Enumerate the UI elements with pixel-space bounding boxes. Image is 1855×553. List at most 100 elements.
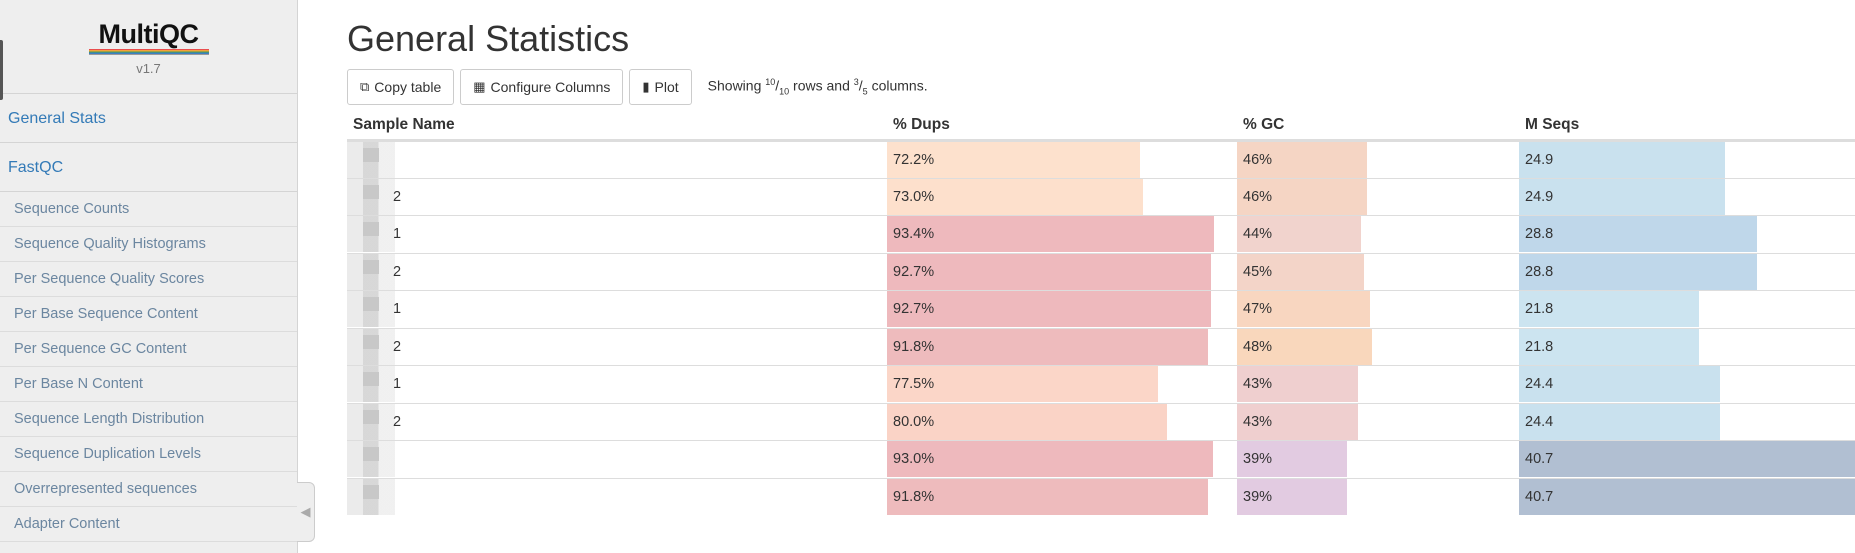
sidebar-item-general-stats[interactable]: General Stats (0, 94, 297, 143)
value-bar (887, 441, 1213, 478)
cell-value: 43% (1243, 413, 1273, 430)
sample-name-obscured: 1 (347, 366, 887, 403)
table-row: 1 77.5% 43% 24.4 (347, 365, 1855, 403)
sidebar-subitem[interactable]: Sequence Quality Histograms (0, 227, 297, 262)
general-stats-table: Sample Name % Dups % GC M Seqs 72.2% 46% 2… (347, 112, 1855, 516)
sidebar-subitem[interactable]: Sequence Duplication Levels (0, 437, 297, 472)
cell-value: 21.8 (1525, 301, 1554, 318)
bar-chart-icon: ▮ (642, 79, 650, 94)
pixelated-mask (363, 372, 379, 387)
grid-icon: ▦ (473, 79, 486, 94)
dups-cell: 91.8% (887, 477, 1237, 516)
dups-cell: 77.5% (887, 365, 1237, 403)
table-row: 1 93.4% 44% 28.8 (347, 215, 1855, 253)
sidebar-subitem[interactable]: Per Sequence Quality Scores (0, 262, 297, 297)
value-bar (887, 253, 1212, 290)
value-bar (1237, 441, 1347, 478)
pixelated-mask (363, 147, 379, 162)
table-row: 2 73.0% 46% 24.9 (347, 177, 1855, 216)
logo-area: MultiQC v1.7 (0, 0, 297, 94)
main-content: General Statistics ⧉ Copy table ▦ Config… (347, 0, 1855, 553)
value-bar (1519, 479, 1855, 515)
gc-cell: 46% (1237, 177, 1519, 216)
value-bar (1519, 141, 1725, 178)
clipboard-icon: ⧉ (360, 79, 370, 94)
chevron-left-icon: ◀ (300, 504, 311, 519)
sample-name-obscured: 2 (347, 178, 887, 215)
gc-cell: 39% (1237, 477, 1519, 516)
sample-name-obscured (347, 441, 887, 478)
sample-name-cell: 2 (347, 177, 887, 216)
table-body: 72.2% 46% 24.9 2 73.0% 46% 24.9 1 93.4% 44% 28.8 2 9… (347, 139, 1855, 516)
pixelated-mask (363, 447, 379, 462)
header-sample-name[interactable]: Sample Name (347, 112, 887, 142)
cell-value: 92.7% (893, 301, 935, 318)
rows-shown: 10 (765, 77, 776, 88)
value-bar (1519, 253, 1757, 290)
sidebar-collapse-handle[interactable]: ◀ (297, 482, 315, 542)
sample-name-cell (347, 139, 887, 178)
m-seqs-cell: 21.8 (1519, 327, 1855, 366)
sidebar-subitem[interactable]: Sequence Counts (0, 192, 297, 227)
value-bar (1237, 328, 1373, 365)
logo-stripes (88, 49, 209, 55)
value-bar (887, 291, 1212, 328)
left-edge-tab[interactable] (0, 40, 3, 100)
sidebar-subitem[interactable]: Adapter Content (0, 507, 297, 542)
cell-value: 40.7 (1525, 451, 1554, 468)
sample-name-cell: 2 (347, 252, 887, 291)
multiqc-logo[interactable]: MultiQC (98, 19, 199, 49)
cell-value: 24.4 (1525, 376, 1554, 393)
header-gc[interactable]: % GC (1237, 112, 1519, 142)
cell-value: 44% (1243, 226, 1273, 243)
cell-value: 24.4 (1525, 413, 1554, 430)
sample-name-cell: 2 (347, 402, 887, 441)
sample-name-suffix: 1 (393, 301, 402, 318)
gc-cell: 46% (1237, 139, 1519, 178)
cell-value: 39% (1243, 451, 1273, 468)
gc-cell: 47% (1237, 290, 1519, 328)
m-seqs-cell: 24.4 (1519, 402, 1855, 441)
sample-name-cell: 1 (347, 365, 887, 403)
rows-word: rows and (789, 77, 854, 94)
sidebar-subitem[interactable]: Per Base Sequence Content (0, 297, 297, 332)
value-bar (887, 141, 1140, 178)
sidebar-subitem[interactable]: Overrepresented sequences (0, 472, 297, 507)
copy-table-button[interactable]: ⧉ Copy table (347, 69, 455, 105)
sample-name-obscured: 2 (347, 403, 887, 440)
cell-value: 93.4% (893, 226, 935, 243)
rows-total: 10 (779, 86, 790, 97)
sample-name-suffix: 1 (393, 376, 402, 393)
cell-value: 72.2% (893, 151, 935, 168)
pixelated-mask (363, 297, 379, 312)
configure-columns-button[interactable]: ▦ Configure Columns (460, 69, 624, 105)
sidebar-item-fastqc[interactable]: FastQC (0, 143, 297, 192)
cell-value: 92.7% (893, 263, 935, 280)
cell-value: 28.8 (1525, 263, 1554, 280)
plot-button[interactable]: ▮ Plot (629, 69, 692, 105)
showing-prefix: Showing (707, 77, 766, 94)
sample-name-obscured (347, 479, 887, 515)
cell-value: 77.5% (893, 376, 935, 393)
m-seqs-cell: 40.7 (1519, 440, 1855, 478)
header-m-seqs[interactable]: M Seqs (1519, 112, 1855, 142)
sidebar-subitem[interactable]: Sequence Length Distribution (0, 402, 297, 437)
table-row: 2 92.7% 45% 28.8 (347, 252, 1855, 291)
cols-shown: 3 (853, 77, 859, 88)
value-bar (1237, 178, 1367, 215)
cell-value: 39% (1243, 489, 1273, 505)
value-bar (1519, 328, 1699, 365)
sidebar-subitem[interactable]: Per Base N Content (0, 367, 297, 402)
header-dups[interactable]: % Dups (887, 112, 1237, 142)
dups-cell: 93.4% (887, 215, 1237, 253)
value-bar (887, 216, 1214, 253)
sidebar-subitem[interactable]: Per Sequence GC Content (0, 332, 297, 367)
cell-value: 43% (1243, 376, 1273, 393)
cell-value: 24.9 (1525, 188, 1554, 205)
cell-value: 46% (1243, 151, 1273, 168)
table-row: 93.0% 39% 40.7 (347, 440, 1855, 478)
cell-value: 40.7 (1525, 489, 1554, 505)
value-bar (1519, 441, 1855, 478)
cell-value: 48% (1243, 338, 1273, 355)
gc-cell: 45% (1237, 252, 1519, 291)
